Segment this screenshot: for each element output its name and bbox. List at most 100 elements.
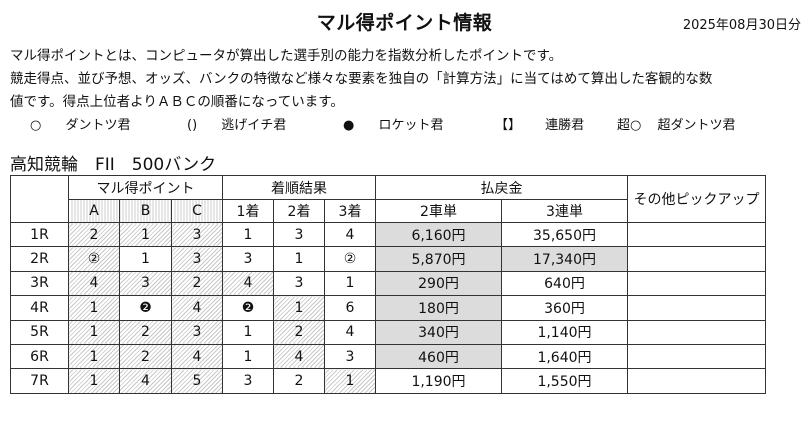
result-second-cell: 3 [273,270,325,297]
results-header: 着順結果 [222,175,376,200]
table-row: 6R 1 2 4 1 4 3 460円 1,640円 [10,343,766,370]
points-header: マル得ポイント [68,175,223,200]
payout-trifecta-cell: 1,550円 [501,368,628,394]
col-trifecta-header: 3連単 [501,199,628,223]
description-line-1: マル得ポイントとは、コンピュータが算出した選手別の能力を指数分析したポイントです… [10,48,563,64]
pickup-cell [627,368,766,394]
result-first-cell: 3 [222,246,274,272]
pickup-cell [627,319,766,345]
point-b-cell: 4 [119,368,172,394]
point-b-cell: ❷ [119,295,172,321]
col-c-header: C [171,199,223,223]
legend: ○ ダントツ君 () 逃げイチ君 ● ロケット君 【】 連勝君 超○ 超ダントツ… [30,114,800,134]
col-a-header: A [68,199,120,223]
race-info: 高知競輪 FII 500バンク [10,155,217,175]
result-second-cell: 4 [273,343,325,370]
point-a-cell: 2 [68,221,120,248]
legend-dantotsu: ○ ダントツ君 [30,114,131,133]
point-c-cell: 3 [171,246,223,272]
payout-trifecta-cell: 35,650円 [501,221,628,248]
point-b-cell: 1 [119,246,172,272]
table-row: 2R ② 1 3 3 1 ② 5,870円 17,340円 [10,246,766,272]
point-a-cell: 1 [68,319,120,345]
circle-mark-icon: ○ [30,118,42,133]
table-row: 5R 1 2 3 1 2 4 340円 1,140円 [10,319,766,345]
page-title: マル得ポイント情報 [316,12,493,34]
payout-exacta-cell: 340円 [375,319,502,345]
point-a-cell: ② [68,246,120,272]
table-row: 4R 1 ❷ 4 ❷ 1 6 180円 360円 [10,295,766,321]
payout-exacta-cell: 180円 [375,295,502,321]
payout-trifecta-cell: 1,140円 [501,319,628,345]
super-circle-mark-icon: 超○ [617,118,642,133]
result-third-cell: 4 [324,319,376,345]
point-c-cell: 5 [171,368,223,394]
race-cell: 5R [10,319,69,345]
corner-cell [10,175,69,223]
result-first-cell: ❷ [222,295,274,321]
result-first-cell: 1 [222,319,274,345]
payout-exacta-cell: 6,160円 [375,221,502,248]
payout-trifecta-cell: 1,640円 [501,343,628,370]
legend-label: ダントツ君 [65,118,131,133]
pickup-cell [627,246,766,272]
payout-exacta-cell: 460円 [375,343,502,370]
legend-rocket: ● ロケット君 [343,114,444,133]
result-third-cell: 1 [324,270,376,297]
col-third-header: 3着 [324,199,376,223]
point-b-cell: 2 [119,319,172,345]
filled-circle-mark-icon: ● [343,118,355,133]
legend-label: 逃げイチ君 [221,118,287,133]
point-c-cell: 4 [171,343,223,370]
result-first-cell: 4 [222,270,274,297]
point-c-cell: 3 [171,319,223,345]
other-header: その他ピックアップ [627,175,766,223]
result-second-cell: 1 [273,246,325,272]
payout-trifecta-cell: 640円 [501,270,628,297]
result-first-cell: 1 [222,221,274,248]
description: マル得ポイントとは、コンピュータが算出した選手別の能力を指数分析したポイントです… [10,45,805,114]
point-c-cell: 3 [171,221,223,248]
result-first-cell: 3 [222,368,274,394]
race-cell: 6R [10,343,69,370]
payout-exacta-cell: 5,870円 [375,246,502,272]
col-second-header: 2着 [273,199,325,223]
table-row: 3R 4 3 2 4 3 1 290円 640円 [10,270,766,297]
point-a-cell: 1 [68,343,120,370]
bracket-mark-icon: 【】 [495,118,522,133]
point-b-cell: 1 [119,221,172,248]
race-cell: 2R [10,246,69,272]
race-cell: 4R [10,295,69,321]
payout-header: 払戻金 [375,175,628,200]
result-second-cell: 2 [273,319,325,345]
payout-exacta-cell: 290円 [375,270,502,297]
result-third-cell: 4 [324,221,376,248]
report-date: 2025年08月30日分 [682,18,801,33]
legend-super-dantotsu: 超○ 超ダントツ君 [617,114,736,133]
col-first-header: 1着 [222,199,274,223]
race-cell: 1R [10,221,69,248]
table-row: 7R 1 4 5 3 2 1 1,190円 1,550円 [10,368,766,394]
result-second-cell: 3 [273,221,325,248]
point-a-cell: 1 [68,368,120,394]
result-third-cell: 1 [324,368,376,394]
pickup-cell [627,270,766,297]
legend-nigeichi: () 逃げイチ君 [187,114,286,133]
payout-trifecta-cell: 17,340円 [501,246,628,272]
point-c-cell: 2 [171,270,223,297]
legend-label: 超ダントツ君 [657,118,736,133]
payout-trifecta-cell: 360円 [501,295,628,321]
point-b-cell: 2 [119,343,172,370]
result-third-cell: ② [324,246,376,272]
pickup-cell [627,295,766,321]
pickup-cell [627,221,766,248]
result-third-cell: 3 [324,343,376,370]
point-a-cell: 4 [68,270,120,297]
legend-label: ロケット君 [378,118,444,133]
race-cell: 7R [10,368,69,394]
point-c-cell: 4 [171,295,223,321]
description-line-2: 競走得点、並び予想、オッズ、バンクの特徴など様々な要素を独自の「計算方法」に当て… [10,71,713,87]
result-second-cell: 1 [273,295,325,321]
legend-renshou: 【】 連勝君 [495,114,584,133]
payout-exacta-cell: 1,190円 [375,368,502,394]
